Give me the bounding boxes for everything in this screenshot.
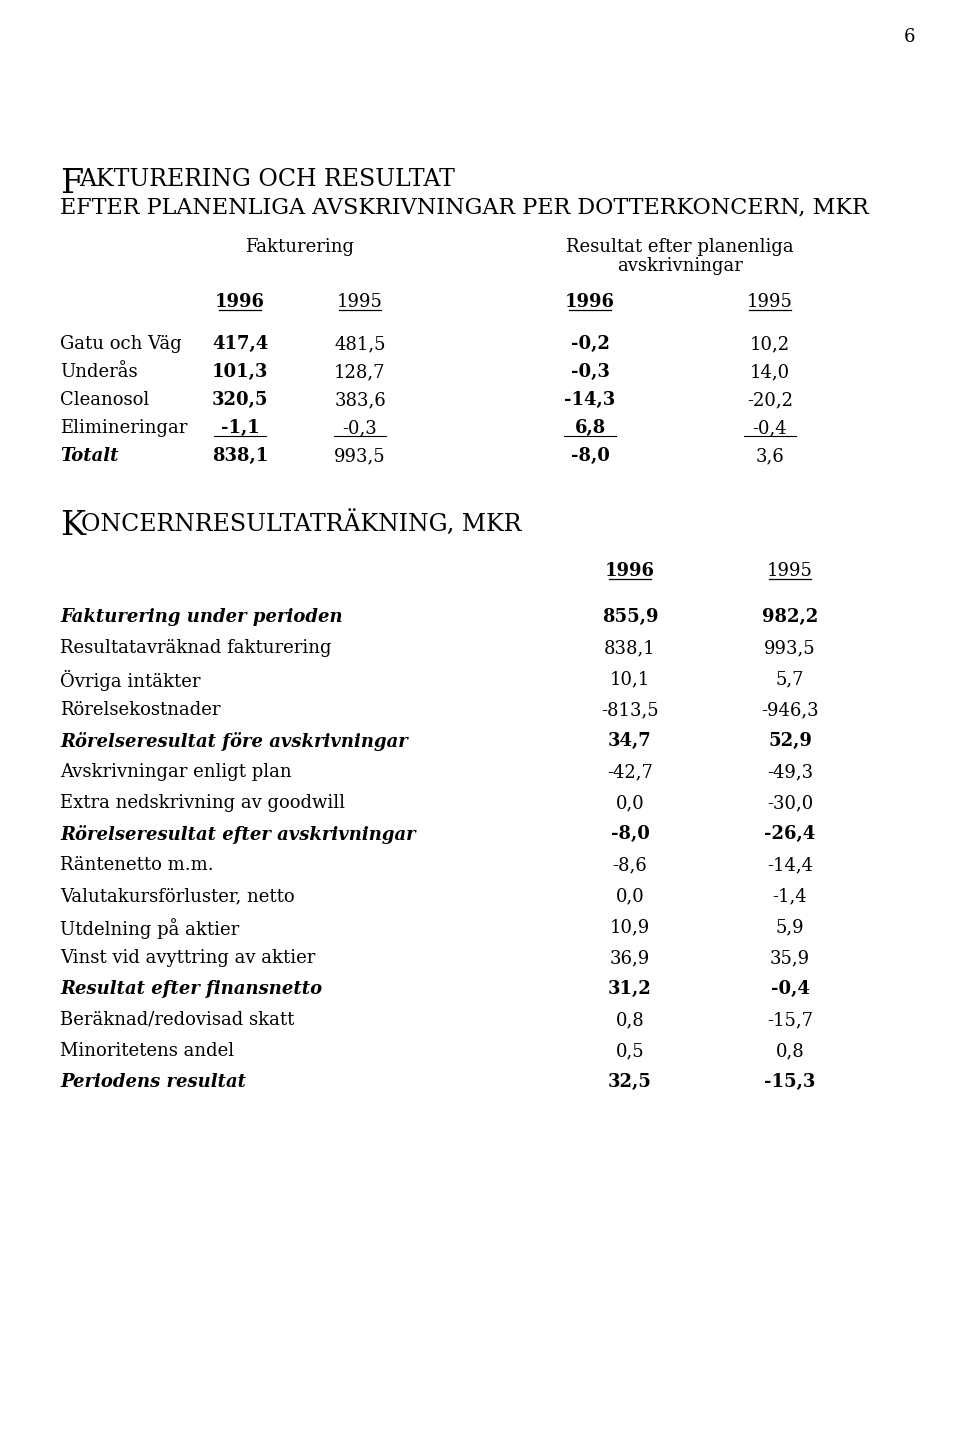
Text: 993,5: 993,5: [334, 447, 386, 466]
Text: -49,3: -49,3: [767, 763, 813, 781]
Text: -0,3: -0,3: [570, 363, 610, 380]
Text: avskrivningar: avskrivningar: [617, 257, 743, 275]
Text: Extra nedskrivning av goodwill: Extra nedskrivning av goodwill: [60, 794, 345, 813]
Text: Elimineringar: Elimineringar: [60, 419, 187, 437]
Text: Rörelseresultat efter avskrivningar: Rörelseresultat efter avskrivningar: [60, 826, 416, 844]
Text: -26,4: -26,4: [764, 826, 816, 843]
Text: -14,4: -14,4: [767, 856, 813, 873]
Text: 1996: 1996: [605, 562, 655, 580]
Text: -14,3: -14,3: [564, 390, 615, 409]
Text: 481,5: 481,5: [334, 335, 386, 353]
Text: Utdelning på aktier: Utdelning på aktier: [60, 918, 239, 938]
Text: 0,0: 0,0: [615, 794, 644, 813]
Text: -0,3: -0,3: [343, 419, 377, 437]
Text: F: F: [60, 168, 84, 200]
Text: -813,5: -813,5: [601, 701, 659, 719]
Text: -8,6: -8,6: [612, 856, 647, 873]
Text: -8,0: -8,0: [570, 447, 610, 466]
Text: Totalt: Totalt: [60, 447, 118, 466]
Text: 1996: 1996: [215, 294, 265, 311]
Text: Rörelseresultat före avskrivningar: Rörelseresultat före avskrivningar: [60, 732, 408, 750]
Text: 320,5: 320,5: [212, 390, 268, 409]
Text: 0,8: 0,8: [776, 1043, 804, 1060]
Text: Resultatavräknad fakturering: Resultatavräknad fakturering: [60, 639, 331, 656]
Text: K: K: [60, 510, 85, 542]
Text: Beräknad/redovisad skatt: Beräknad/redovisad skatt: [60, 1011, 295, 1030]
Text: -8,0: -8,0: [611, 826, 649, 843]
Text: 6: 6: [903, 27, 915, 46]
Text: Rörelsekostnader: Rörelsekostnader: [60, 701, 221, 719]
Text: 101,3: 101,3: [212, 363, 268, 380]
Text: 31,2: 31,2: [608, 980, 652, 998]
Text: 417,4: 417,4: [212, 335, 268, 353]
Text: Periodens resultat: Periodens resultat: [60, 1073, 246, 1090]
Text: 6,8: 6,8: [574, 419, 606, 437]
Text: 14,0: 14,0: [750, 363, 790, 380]
Text: -0,2: -0,2: [570, 335, 610, 353]
Text: Vinst vid avyttring av aktier: Vinst vid avyttring av aktier: [60, 949, 316, 967]
Text: -946,3: -946,3: [761, 701, 819, 719]
Text: AKTURERING OCH RESULTAT: AKTURERING OCH RESULTAT: [79, 168, 455, 191]
Text: 1996: 1996: [565, 294, 615, 311]
Text: 383,6: 383,6: [334, 390, 386, 409]
Text: 1995: 1995: [747, 294, 793, 311]
Text: Underås: Underås: [60, 363, 137, 380]
Text: -15,3: -15,3: [764, 1073, 816, 1090]
Text: Resultat efter planenliga: Resultat efter planenliga: [566, 239, 794, 256]
Text: 838,1: 838,1: [604, 639, 656, 656]
Text: 982,2: 982,2: [762, 607, 818, 626]
Text: 52,9: 52,9: [768, 732, 812, 750]
Text: Cleanosol: Cleanosol: [60, 390, 149, 409]
Text: Fakturering: Fakturering: [246, 239, 354, 256]
Text: Minoritetens andel: Minoritetens andel: [60, 1043, 234, 1060]
Text: 3,6: 3,6: [756, 447, 784, 466]
Text: -20,2: -20,2: [747, 390, 793, 409]
Text: 0,8: 0,8: [615, 1011, 644, 1030]
Text: Räntenetto m.m.: Räntenetto m.m.: [60, 856, 214, 873]
Text: 32,5: 32,5: [608, 1073, 652, 1090]
Text: -0,4: -0,4: [753, 419, 787, 437]
Text: 35,9: 35,9: [770, 949, 810, 967]
Text: 838,1: 838,1: [212, 447, 268, 466]
Text: 10,9: 10,9: [610, 918, 650, 936]
Text: Övriga intäkter: Övriga intäkter: [60, 669, 201, 691]
Text: -42,7: -42,7: [607, 763, 653, 781]
Text: 34,7: 34,7: [608, 732, 652, 750]
Text: EFTER PLANENLIGA AVSKRIVNINGAR PER DOTTERKONCERN, MKR: EFTER PLANENLIGA AVSKRIVNINGAR PER DOTTE…: [60, 197, 869, 218]
Text: 993,5: 993,5: [764, 639, 816, 656]
Text: 10,2: 10,2: [750, 335, 790, 353]
Text: 5,9: 5,9: [776, 918, 804, 936]
Text: 855,9: 855,9: [602, 607, 659, 626]
Text: 10,1: 10,1: [610, 669, 650, 688]
Text: 1995: 1995: [337, 294, 383, 311]
Text: Gatu och Väg: Gatu och Väg: [60, 335, 181, 353]
Text: -0,4: -0,4: [771, 980, 809, 998]
Text: Avskrivningar enligt plan: Avskrivningar enligt plan: [60, 763, 292, 781]
Text: Valutakursförluster, netto: Valutakursförluster, netto: [60, 886, 295, 905]
Text: 1995: 1995: [767, 562, 813, 580]
Text: Fakturering under perioden: Fakturering under perioden: [60, 607, 343, 626]
Text: Resultat efter finansnetto: Resultat efter finansnetto: [60, 980, 323, 998]
Text: -30,0: -30,0: [767, 794, 813, 813]
Text: -1,1: -1,1: [221, 419, 259, 437]
Text: 5,7: 5,7: [776, 669, 804, 688]
Text: 0,5: 0,5: [615, 1043, 644, 1060]
Text: -15,7: -15,7: [767, 1011, 813, 1030]
Text: ONCERNRESULTATRÄKNING, MKR: ONCERNRESULTATRÄKNING, MKR: [81, 510, 521, 536]
Text: 36,9: 36,9: [610, 949, 650, 967]
Text: -1,4: -1,4: [773, 886, 807, 905]
Text: 128,7: 128,7: [334, 363, 386, 380]
Text: 0,0: 0,0: [615, 886, 644, 905]
